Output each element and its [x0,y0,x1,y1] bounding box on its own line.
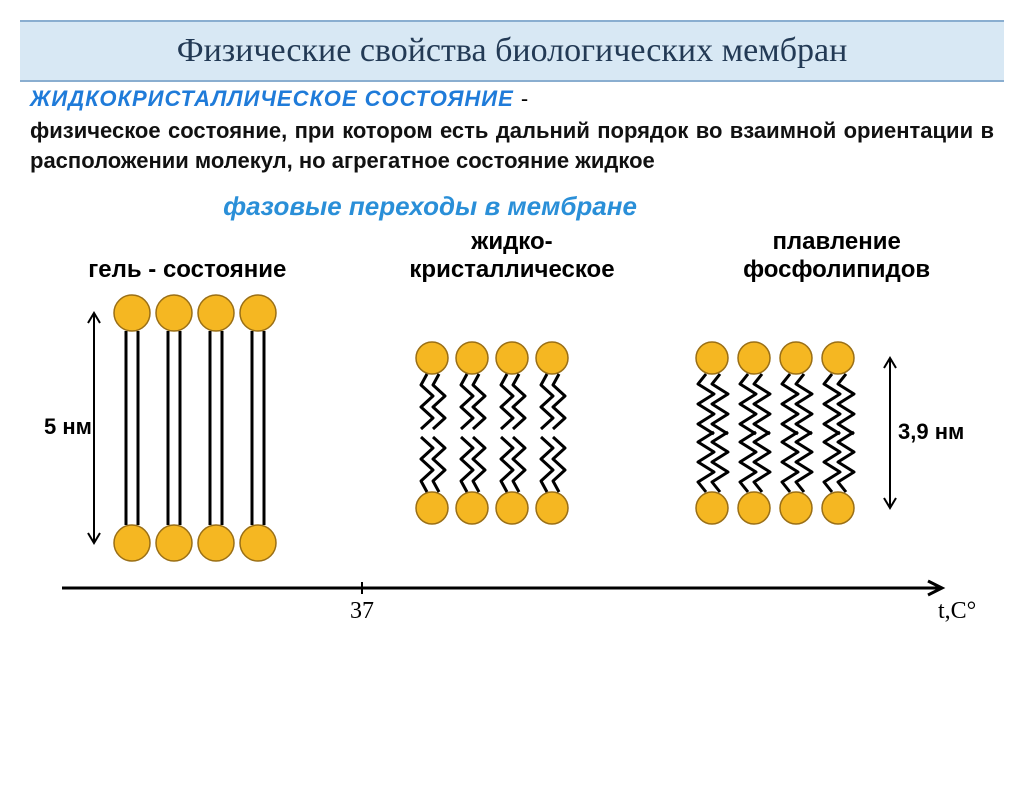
diagram-area: 5 нм 3,9 нм 37 t,C° [32,288,992,628]
membrane-diagram: 5 нм 3,9 нм 37 t,C° [32,288,992,628]
svg-text:t,C°: t,C° [938,598,976,624]
subtitle-dash: - [514,86,529,111]
svg-text:3,9 нм: 3,9 нм [898,419,964,444]
state-labels-row: гель - состояние жидко- кристаллическое … [30,228,994,284]
subtitle-highlight: ЖИДКОКРИСТАЛЛИЧЕСКОЕ СОСТОЯНИЕ [30,86,514,111]
subtitle: ЖИДКОКРИСТАЛЛИЧЕСКОЕ СОСТОЯНИЕ - [30,86,994,112]
state3-label: плавление фосфолипидов [687,228,987,284]
svg-text:5 нм: 5 нм [44,414,92,439]
definition-text: физическое состояние, при котором есть д… [30,116,994,175]
title-bar: Физические свойства биологических мембра… [20,20,1004,82]
page-title: Физические свойства биологических мембра… [20,32,1004,70]
state2-label: жидко- кристаллическое [352,228,672,284]
state1-label: гель - состояние [37,256,337,284]
content: ЖИДКОКРИСТАЛЛИЧЕСКОЕ СОСТОЯНИЕ - физичес… [0,86,1024,628]
svg-text:37: 37 [350,598,374,624]
phase-title: фазовые переходы в мембране [180,191,680,222]
